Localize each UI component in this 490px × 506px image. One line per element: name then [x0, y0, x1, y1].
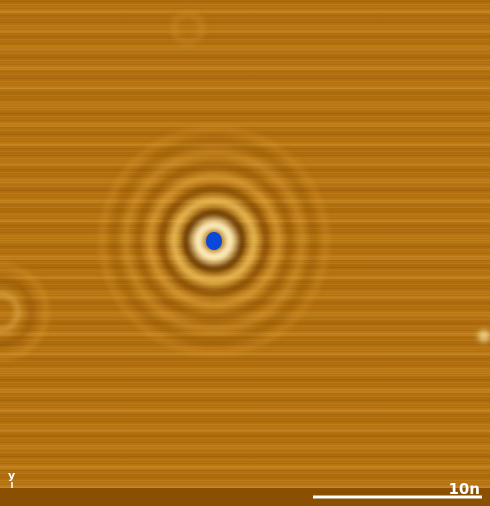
status-bar	[0, 488, 490, 506]
axis-y-label: y	[8, 469, 15, 482]
ring-pattern	[0, 11, 490, 361]
scale-bar-label: 10n	[448, 480, 480, 498]
adsorbate	[206, 232, 222, 250]
